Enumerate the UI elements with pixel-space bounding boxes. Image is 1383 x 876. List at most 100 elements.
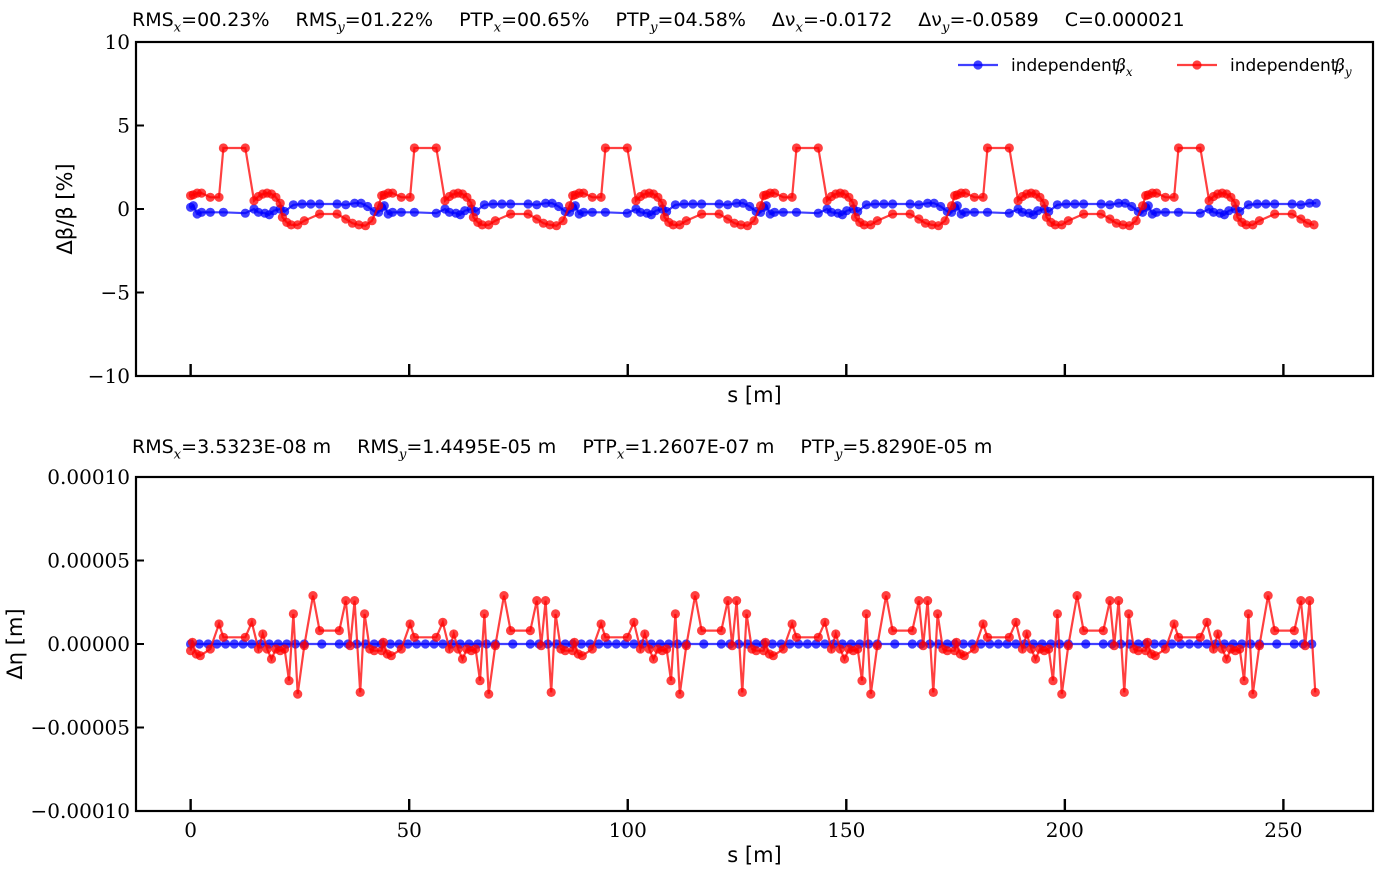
data-point [240,208,250,218]
data-point [787,619,797,629]
data-point [253,644,263,654]
data-point [1011,639,1021,649]
data-point [951,637,962,647]
data-point [488,199,498,209]
data-point [360,609,370,619]
data-point [308,591,318,601]
data-point [341,596,351,606]
title-stat: PTPy=5.8290E-05 m [800,436,992,462]
data-point [596,192,606,202]
data-point [993,639,1004,649]
data-point [853,644,863,654]
data-point [756,201,766,211]
data-point [188,201,198,211]
data-point [297,199,307,209]
data-point [961,188,971,198]
data-point [1310,687,1320,698]
legend-symbol: βx [1115,56,1133,79]
data-point [315,626,325,636]
data-point [751,646,761,656]
data-point [288,200,298,210]
data-point [258,629,268,639]
data-point [813,208,823,218]
data-point [697,626,707,636]
data-point [681,641,691,651]
data-point [1096,209,1106,219]
data-point [791,143,802,153]
data-point [668,220,678,230]
data-point [240,143,250,153]
data-point [1070,199,1080,209]
data-point [1109,641,1119,651]
data-point [629,639,639,649]
data-point [569,637,580,647]
data-point [266,654,277,664]
data-point [890,639,900,649]
title-stat: C=0.000021 [1065,9,1185,31]
data-point [1063,641,1073,651]
data-point [1173,632,1184,642]
data-point [1105,214,1115,224]
data-point [405,192,415,202]
data-point [923,596,933,606]
data-point [1138,201,1148,211]
data-point [1248,220,1258,230]
data-point [1072,591,1082,601]
data-point [1296,596,1306,606]
data-point [787,192,797,202]
data-point [240,632,250,642]
data-point [369,646,379,656]
data-point [499,591,509,601]
data-point [1261,199,1271,209]
data-point [541,596,551,606]
data-point [1202,639,1212,649]
data-point [1169,619,1179,629]
data-point [1173,143,1184,153]
data-point [1105,596,1115,606]
data-point [600,632,611,642]
data-point [959,651,969,661]
data-point [205,207,215,217]
data-point [914,214,924,224]
data-point [732,198,742,208]
data-point [914,200,924,210]
data-point [374,201,384,211]
x-tick-label: 100 [609,818,647,842]
data-point [1272,639,1282,649]
data-point [405,619,415,629]
data-point [679,199,689,209]
data-point [749,216,759,226]
y-tick-label: −5 [101,281,130,305]
data-point [396,644,406,654]
x-axis-label: s [m] [727,843,781,867]
data-point [1195,208,1205,218]
data-point [1270,209,1280,219]
data-point [490,216,500,226]
data-point [969,192,980,202]
data-point [1044,644,1054,654]
data-point [1004,143,1014,153]
y-tick-label: −0.00005 [31,716,130,740]
data-point [508,639,518,649]
data-point [859,220,869,230]
data-point [1184,639,1194,649]
data-point [345,641,355,651]
data-point [205,644,215,654]
data-point [218,143,228,153]
data-point [341,200,351,210]
data-point [431,208,441,218]
data-point [958,639,969,649]
data-point [262,644,272,654]
data-point [770,188,780,198]
data-point [1057,220,1067,230]
y-tick-label: 0.00010 [47,465,130,489]
data-point [1079,199,1089,209]
data-point [936,201,946,212]
x-axis-label: s [m] [727,383,781,407]
legend: independent, βx independent, βy [958,56,1352,79]
data-point [675,220,685,230]
data-point [923,198,933,208]
data-point [275,198,285,208]
data-point [1004,632,1014,642]
data-point [1149,639,1159,649]
